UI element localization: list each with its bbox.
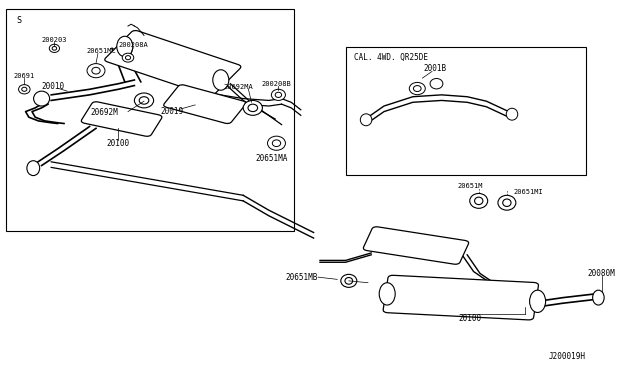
Ellipse shape <box>410 83 426 95</box>
Ellipse shape <box>345 278 353 284</box>
Ellipse shape <box>212 70 229 90</box>
Text: 20019: 20019 <box>160 107 183 116</box>
Ellipse shape <box>430 78 443 89</box>
Text: 20691: 20691 <box>13 73 35 79</box>
Ellipse shape <box>117 36 133 57</box>
FancyBboxPatch shape <box>164 85 246 124</box>
Ellipse shape <box>140 97 149 104</box>
Ellipse shape <box>134 93 154 108</box>
Text: 200208B: 200208B <box>262 81 291 87</box>
Text: 20651M: 20651M <box>457 183 483 189</box>
Ellipse shape <box>122 53 134 62</box>
Text: 20080M: 20080M <box>588 269 616 278</box>
Ellipse shape <box>52 46 57 50</box>
FancyBboxPatch shape <box>364 227 468 264</box>
Text: 20651MB: 20651MB <box>285 273 318 282</box>
Ellipse shape <box>498 195 516 210</box>
Text: S: S <box>16 16 21 25</box>
Ellipse shape <box>379 283 396 305</box>
Ellipse shape <box>593 290 604 305</box>
Ellipse shape <box>243 100 262 115</box>
FancyBboxPatch shape <box>6 9 294 231</box>
Text: J200019H: J200019H <box>548 352 586 361</box>
FancyBboxPatch shape <box>105 31 241 96</box>
Ellipse shape <box>275 92 282 97</box>
Ellipse shape <box>273 140 281 147</box>
Ellipse shape <box>470 193 488 208</box>
Text: CAL. 4WD. QR25DE: CAL. 4WD. QR25DE <box>354 53 428 62</box>
Ellipse shape <box>268 136 285 150</box>
Ellipse shape <box>92 67 100 74</box>
Text: 20651MI: 20651MI <box>513 189 543 195</box>
Ellipse shape <box>271 89 285 100</box>
FancyBboxPatch shape <box>81 102 162 136</box>
Ellipse shape <box>474 197 483 205</box>
Text: 20100: 20100 <box>459 314 482 323</box>
Ellipse shape <box>125 56 131 60</box>
Text: 20100: 20100 <box>107 139 130 148</box>
FancyBboxPatch shape <box>346 46 586 175</box>
Text: 20692MA: 20692MA <box>224 84 253 90</box>
FancyBboxPatch shape <box>383 275 538 320</box>
Ellipse shape <box>413 86 421 92</box>
Ellipse shape <box>49 44 60 52</box>
Text: 200203: 200203 <box>42 37 67 43</box>
Ellipse shape <box>19 85 30 94</box>
Ellipse shape <box>22 87 27 92</box>
Ellipse shape <box>503 199 511 206</box>
Ellipse shape <box>248 104 258 112</box>
Ellipse shape <box>360 114 372 126</box>
Text: 20651MC: 20651MC <box>86 48 116 54</box>
Ellipse shape <box>34 91 50 106</box>
Ellipse shape <box>27 161 40 176</box>
Text: 2001B: 2001B <box>424 64 447 73</box>
Ellipse shape <box>341 275 357 287</box>
Ellipse shape <box>530 290 545 312</box>
Ellipse shape <box>87 64 105 78</box>
Text: 20651MA: 20651MA <box>256 154 288 163</box>
Text: 20692M: 20692M <box>91 108 118 117</box>
Ellipse shape <box>506 108 518 120</box>
Text: 200208A: 200208A <box>118 42 148 48</box>
Text: 20010: 20010 <box>42 82 65 91</box>
